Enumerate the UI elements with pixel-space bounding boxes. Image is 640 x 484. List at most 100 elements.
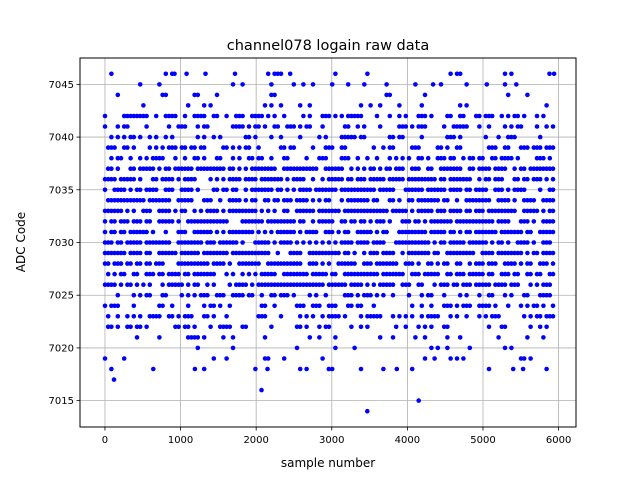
data-point xyxy=(413,219,418,224)
data-point xyxy=(518,124,524,129)
data-point xyxy=(531,145,537,150)
data-point xyxy=(457,71,463,77)
data-point xyxy=(237,198,242,203)
data-point xyxy=(406,155,412,161)
data-point xyxy=(400,229,405,235)
data-point xyxy=(233,187,239,193)
data-point xyxy=(179,187,185,193)
data-point xyxy=(128,229,133,235)
data-point xyxy=(374,198,380,203)
data-point xyxy=(390,314,396,319)
data-point xyxy=(157,198,162,203)
data-point xyxy=(502,208,508,214)
data-point xyxy=(189,219,194,224)
data-point xyxy=(403,240,409,245)
data-point xyxy=(195,134,201,140)
data-point xyxy=(147,261,153,266)
data-point xyxy=(329,219,335,224)
data-point xyxy=(208,198,213,203)
data-point xyxy=(137,198,143,203)
data-point xyxy=(393,155,399,161)
data-point xyxy=(105,314,111,319)
data-point xyxy=(125,261,130,266)
data-point xyxy=(281,166,287,171)
data-point xyxy=(272,240,277,245)
data-point xyxy=(349,166,354,171)
data-point xyxy=(272,261,277,266)
data-point xyxy=(291,82,297,87)
data-point xyxy=(137,134,143,140)
data-point xyxy=(505,271,511,277)
data-point xyxy=(477,292,482,298)
data-point xyxy=(163,219,169,224)
data-point xyxy=(467,208,473,214)
data-point xyxy=(304,155,309,161)
data-point xyxy=(285,198,290,203)
data-point xyxy=(387,261,393,266)
data-point xyxy=(502,345,508,351)
data-point xyxy=(246,229,252,235)
data-point xyxy=(387,92,393,98)
data-point xyxy=(323,229,329,235)
data-point xyxy=(134,324,140,330)
data-point xyxy=(109,71,114,77)
data-point xyxy=(237,261,242,266)
data-point xyxy=(118,208,124,214)
data-point xyxy=(461,250,466,256)
data-point xyxy=(147,282,153,288)
data-point xyxy=(185,303,191,309)
data-point xyxy=(531,240,537,245)
data-point xyxy=(541,229,546,235)
data-point xyxy=(451,166,457,171)
data-point xyxy=(374,155,380,161)
data-point xyxy=(144,240,149,245)
data-point xyxy=(128,187,133,193)
data-point xyxy=(297,250,303,256)
data-point xyxy=(304,271,309,277)
data-point xyxy=(179,282,185,288)
data-point xyxy=(291,176,297,182)
data-point xyxy=(515,282,521,288)
data-point xyxy=(483,314,489,319)
data-point xyxy=(205,198,210,203)
data-point xyxy=(333,250,338,256)
data-point xyxy=(240,324,245,330)
data-point xyxy=(275,187,281,193)
data-point xyxy=(269,261,274,266)
data-point xyxy=(486,176,492,182)
data-point xyxy=(496,176,501,182)
data-point xyxy=(275,250,281,256)
data-point xyxy=(467,187,473,193)
data-point xyxy=(365,208,370,214)
data-point xyxy=(205,166,210,171)
data-point xyxy=(137,187,143,193)
data-point xyxy=(297,198,303,203)
data-point xyxy=(333,71,338,77)
data-point xyxy=(406,176,412,182)
data-point xyxy=(249,282,255,288)
data-point xyxy=(150,198,156,203)
data-point xyxy=(310,145,316,150)
data-point xyxy=(240,271,245,277)
data-point xyxy=(160,250,165,256)
data-point xyxy=(445,282,450,288)
data-point xyxy=(211,250,217,256)
data-point xyxy=(243,134,249,140)
data-point xyxy=(317,198,322,203)
data-point xyxy=(230,229,236,235)
data-point xyxy=(153,113,159,119)
data-point xyxy=(551,71,557,77)
data-point xyxy=(169,187,175,193)
data-point xyxy=(230,335,236,340)
data-point xyxy=(297,271,303,277)
data-point xyxy=(333,303,338,309)
data-point xyxy=(339,166,345,171)
data-point xyxy=(518,219,524,224)
data-point xyxy=(505,134,511,140)
data-point xyxy=(422,219,428,224)
x-tick-label: 1000 xyxy=(168,435,193,446)
data-point xyxy=(416,145,421,150)
data-point xyxy=(358,208,364,214)
data-point xyxy=(489,240,495,245)
data-point xyxy=(237,124,242,129)
